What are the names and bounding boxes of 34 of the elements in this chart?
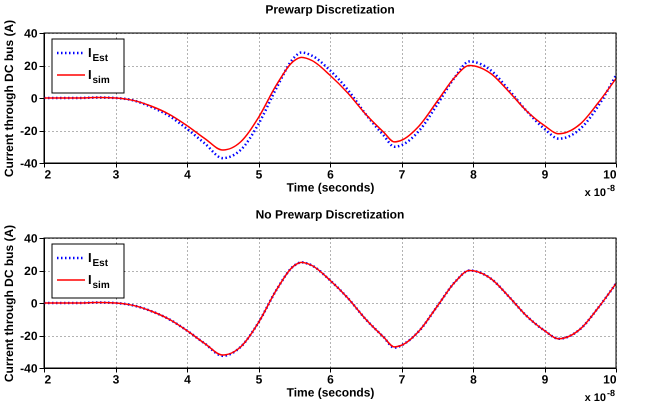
y-tick-label: -20 bbox=[20, 124, 38, 138]
x-tick-label: 4 bbox=[184, 372, 192, 386]
x-tick-label: 4 bbox=[184, 168, 192, 182]
y-tick-label: 40 bbox=[24, 232, 38, 246]
y-tick-label: 40 bbox=[24, 26, 38, 40]
y-tick-label: -20 bbox=[20, 329, 38, 343]
x-tick-label: 8 bbox=[470, 168, 478, 182]
x-tick-label: 3 bbox=[112, 168, 120, 182]
y-tick-label: 20 bbox=[24, 59, 38, 73]
x-axis-title: Time (seconds) bbox=[286, 386, 374, 400]
x-tick-label: 10 bbox=[603, 168, 617, 182]
x-tick-label: 2 bbox=[44, 372, 52, 386]
y-tick-label: -40 bbox=[20, 362, 38, 376]
x-tick-label: 8 bbox=[470, 372, 478, 386]
x-tick-label: 9 bbox=[542, 372, 549, 386]
x-tick-label: 6 bbox=[327, 168, 334, 182]
y-axis-title: Current through DC bus (A) bbox=[2, 224, 16, 382]
x-tick-label: 5 bbox=[256, 168, 263, 182]
y-tick-label: 20 bbox=[24, 264, 38, 278]
y-tick-label: -40 bbox=[20, 156, 38, 170]
chart-title: Prewarp Discretization bbox=[265, 2, 395, 16]
y-axis-title: Current through DC bus (A) bbox=[2, 20, 16, 178]
x-tick-label: 2 bbox=[44, 168, 52, 182]
x-tick-label: 5 bbox=[256, 372, 263, 386]
y-tick-label: 0 bbox=[30, 296, 38, 310]
chart-title: No Prewarp Discretization bbox=[256, 207, 404, 222]
x-tick-label: 10 bbox=[603, 372, 617, 386]
x-tick-label: 6 bbox=[327, 372, 334, 386]
x-tick-label: 7 bbox=[398, 372, 406, 386]
x-axis-title: Time (seconds) bbox=[286, 180, 374, 194]
x-tick-label: 9 bbox=[542, 168, 549, 182]
y-tick-label: 0 bbox=[30, 92, 38, 106]
x-tick-label: 7 bbox=[398, 168, 406, 182]
x-tick-label: 3 bbox=[112, 372, 120, 386]
